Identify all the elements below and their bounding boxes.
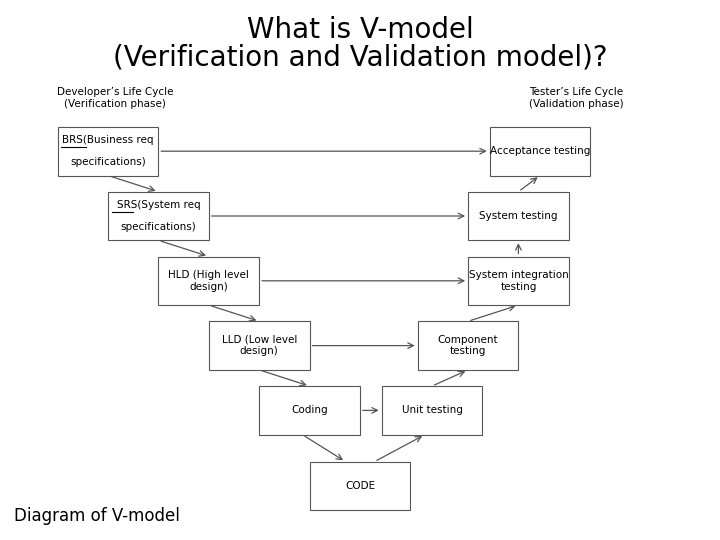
Text: Tester’s Life Cycle
(Validation phase): Tester’s Life Cycle (Validation phase)	[528, 87, 624, 109]
Text: System testing: System testing	[479, 211, 558, 221]
FancyBboxPatch shape	[468, 192, 569, 240]
Text: (Verification and Validation model)?: (Verification and Validation model)?	[113, 44, 607, 72]
FancyBboxPatch shape	[158, 256, 259, 305]
FancyBboxPatch shape	[468, 256, 569, 305]
Text: Unit testing: Unit testing	[402, 406, 462, 415]
FancyBboxPatch shape	[108, 192, 209, 240]
FancyBboxPatch shape	[490, 127, 590, 176]
FancyBboxPatch shape	[382, 386, 482, 435]
FancyBboxPatch shape	[209, 321, 310, 370]
FancyBboxPatch shape	[418, 321, 518, 370]
Text: What is V-model: What is V-model	[247, 16, 473, 44]
Text: SRS(System req: SRS(System req	[117, 200, 200, 210]
Text: specifications): specifications)	[70, 157, 146, 167]
Text: Diagram of V-model: Diagram of V-model	[14, 507, 180, 525]
Text: BRS(Business req: BRS(Business req	[62, 136, 154, 145]
Text: LLD (Low level
design): LLD (Low level design)	[222, 335, 297, 356]
Text: Acceptance testing: Acceptance testing	[490, 146, 590, 156]
Text: Component
testing: Component testing	[438, 335, 498, 356]
Text: CODE: CODE	[345, 481, 375, 491]
FancyBboxPatch shape	[259, 386, 360, 435]
Text: Developer’s Life Cycle
(Verification phase): Developer’s Life Cycle (Verification pha…	[57, 87, 174, 109]
FancyBboxPatch shape	[310, 462, 410, 510]
Text: HLD (High level
design): HLD (High level design)	[168, 270, 249, 292]
FancyBboxPatch shape	[58, 127, 158, 176]
Text: Coding: Coding	[292, 406, 328, 415]
Text: System integration
testing: System integration testing	[469, 270, 568, 292]
Text: specifications): specifications)	[120, 222, 197, 232]
